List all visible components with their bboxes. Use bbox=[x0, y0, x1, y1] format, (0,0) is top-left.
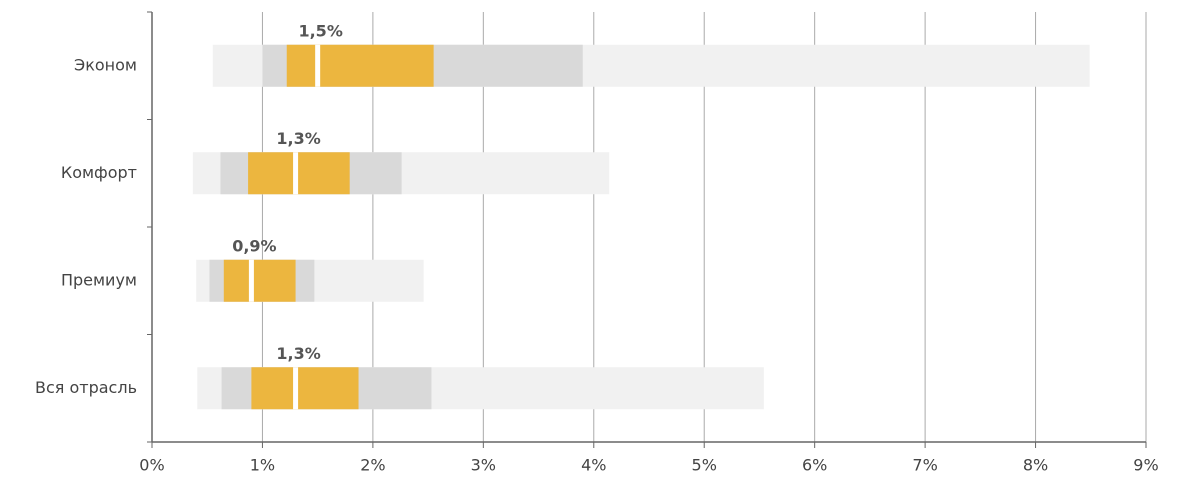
x-tick-label: 2% bbox=[360, 456, 385, 475]
category-label: Эконом bbox=[74, 55, 137, 74]
median-label: 0,9% bbox=[232, 236, 276, 255]
median-label: 1,3% bbox=[276, 129, 320, 148]
x-tick-label: 3% bbox=[471, 456, 496, 475]
median-gap bbox=[315, 44, 321, 87]
x-tick-label: 1% bbox=[250, 456, 275, 475]
median-gap bbox=[293, 367, 299, 410]
median-gap bbox=[293, 152, 299, 195]
x-tick-label: 5% bbox=[692, 456, 717, 475]
x-tick-label: 8% bbox=[1023, 456, 1048, 475]
core-range bbox=[248, 152, 350, 195]
x-tick-label: 4% bbox=[581, 456, 606, 475]
x-tick-label: 7% bbox=[912, 456, 937, 475]
x-tick-label: 6% bbox=[802, 456, 827, 475]
category-label: Вся отрасль bbox=[35, 378, 137, 397]
core-range bbox=[251, 367, 359, 410]
median-gap bbox=[248, 259, 254, 302]
x-tick-label: 0% bbox=[139, 456, 164, 475]
median-label: 1,5% bbox=[298, 21, 342, 40]
core-range bbox=[223, 259, 296, 302]
category-label: Премиум bbox=[61, 270, 137, 289]
core-range bbox=[286, 44, 434, 87]
x-tick-label: 9% bbox=[1133, 456, 1158, 475]
median-label: 1,3% bbox=[276, 344, 320, 363]
category-label: Комфорт bbox=[61, 163, 137, 182]
